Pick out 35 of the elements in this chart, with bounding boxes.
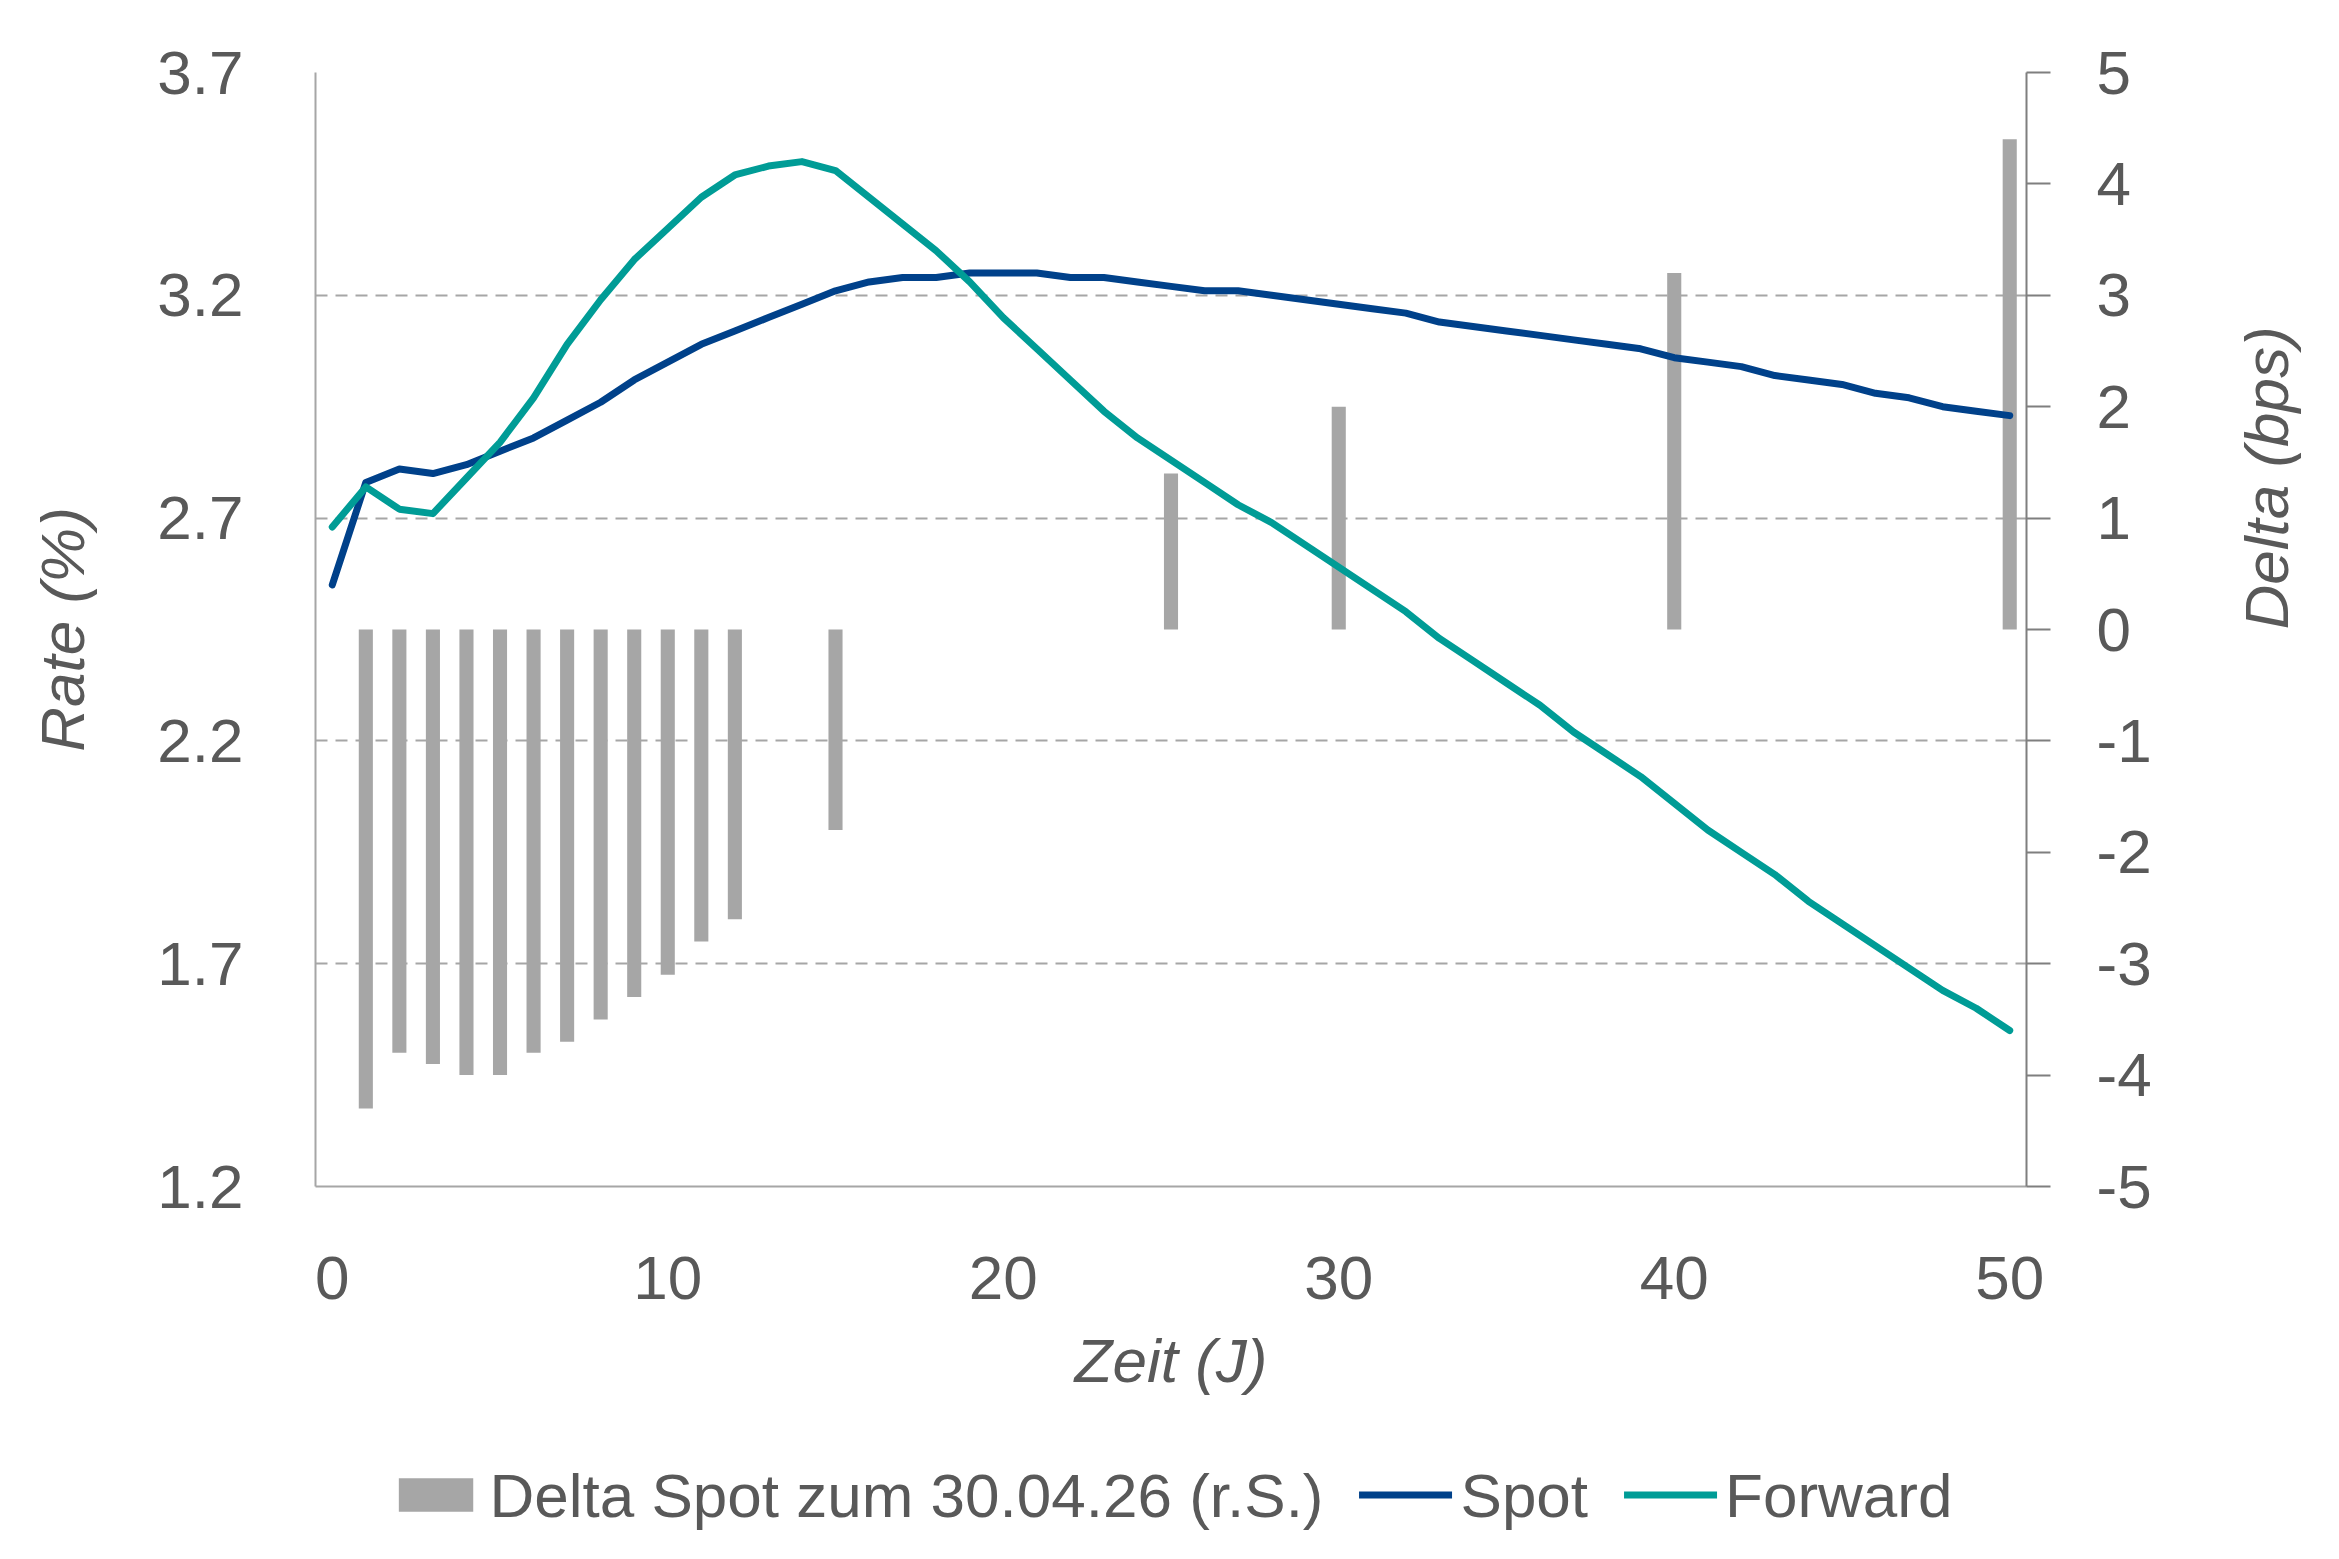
y2-tick-label: -4 (2096, 1040, 2152, 1110)
y2-tick-label: -3 (2096, 928, 2152, 998)
x-tick-label: 0 (315, 1242, 350, 1312)
y2-tick-label: 5 (2096, 37, 2131, 107)
y-tick-label: 1.2 (157, 1151, 244, 1221)
y-tick-label: 2.7 (157, 483, 244, 553)
x-tick-label: 40 (1639, 1242, 1709, 1312)
y2-axis-title: Delta (bps) (2232, 326, 2302, 630)
y2-tick-label: 3 (2096, 260, 2131, 330)
legend-label: Delta Spot zum 30.04.26 (r.S.) (489, 1459, 1324, 1530)
y-tick-label: 2.2 (157, 705, 244, 775)
bar (694, 629, 709, 942)
bar (828, 629, 843, 831)
bar (1163, 473, 1179, 630)
y-tick-label: 1.7 (157, 928, 244, 998)
x-axis-title: Zeit (J) (1072, 1325, 1268, 1395)
bar (593, 629, 608, 1020)
x-tick-label: 30 (1304, 1242, 1374, 1312)
bar (727, 629, 742, 920)
y-tick-label: 3.2 (157, 260, 244, 330)
legend-label: Forward (1725, 1459, 1953, 1530)
y2-tick-label: 4 (2096, 148, 2131, 218)
bar (1331, 406, 1346, 630)
x-tick-label: 20 (968, 1242, 1038, 1312)
y2-tick-label: 1 (2096, 483, 2131, 553)
y2-tick-label: -2 (2096, 817, 2152, 887)
y2-tick-label: 0 (2096, 594, 2131, 664)
legend-label: Spot (1460, 1459, 1589, 1530)
y-tick-label: 3.7 (157, 37, 244, 107)
y2-tick-label: 2 (2096, 371, 2131, 441)
y2-tick-label: -1 (2096, 705, 2152, 775)
y-axis-title: Rate (%) (28, 507, 98, 752)
x-tick-label: 50 (1975, 1242, 2045, 1312)
x-tick-label: 10 (633, 1242, 703, 1312)
y2-tick-label: -5 (2096, 1151, 2152, 1221)
